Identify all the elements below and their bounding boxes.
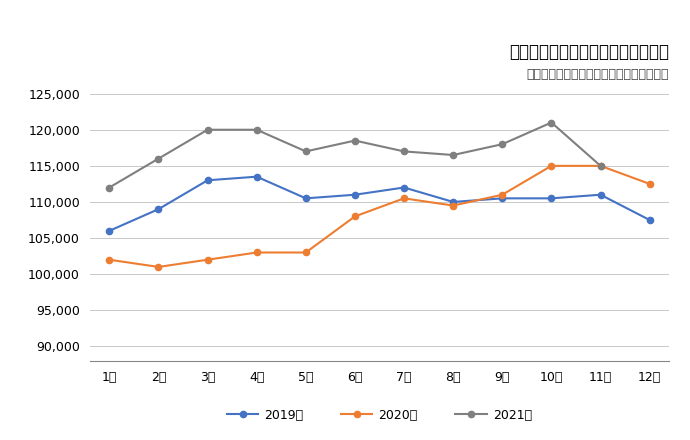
2019年 [302,196,310,201]
2021年 [204,127,212,132]
2020年 [400,196,408,201]
2021年 [155,156,163,161]
2019年 [400,185,408,190]
2019年 [547,196,555,201]
Text: 厚生労働省「一般職業紹介状況」より作成: 厚生労働省「一般職業紹介状況」より作成 [526,68,669,81]
2021年 [105,185,113,190]
2020年 [449,203,457,208]
2020年 [498,192,506,198]
Line: 2021年: 2021年 [106,119,604,191]
2021年 [351,138,359,143]
2021年 [498,142,506,147]
2020年 [253,250,261,255]
2019年 [204,178,212,183]
Line: 2019年: 2019年 [106,173,653,234]
2021年 [449,152,457,158]
2021年 [400,149,408,154]
2019年 [105,228,113,234]
2019年 [253,174,261,180]
Legend: 2019年, 2020年, 2021年: 2019年, 2020年, 2021年 [222,403,537,427]
2021年 [253,127,261,132]
2020年 [646,181,654,187]
Text: 建設技能工の有効求人数の月別推移: 建設技能工の有効求人数の月別推移 [509,43,669,61]
2019年 [155,206,163,212]
2020年 [105,257,113,262]
2019年 [449,199,457,205]
Line: 2020年: 2020年 [106,163,653,270]
2020年 [596,163,604,169]
2021年 [302,149,310,154]
2019年 [646,217,654,223]
2020年 [547,163,555,169]
2020年 [302,250,310,255]
2021年 [596,163,604,169]
2020年 [351,214,359,219]
2019年 [351,192,359,198]
2020年 [155,264,163,270]
2019年 [596,192,604,198]
2019年 [498,196,506,201]
2021年 [547,120,555,125]
2020年 [204,257,212,262]
